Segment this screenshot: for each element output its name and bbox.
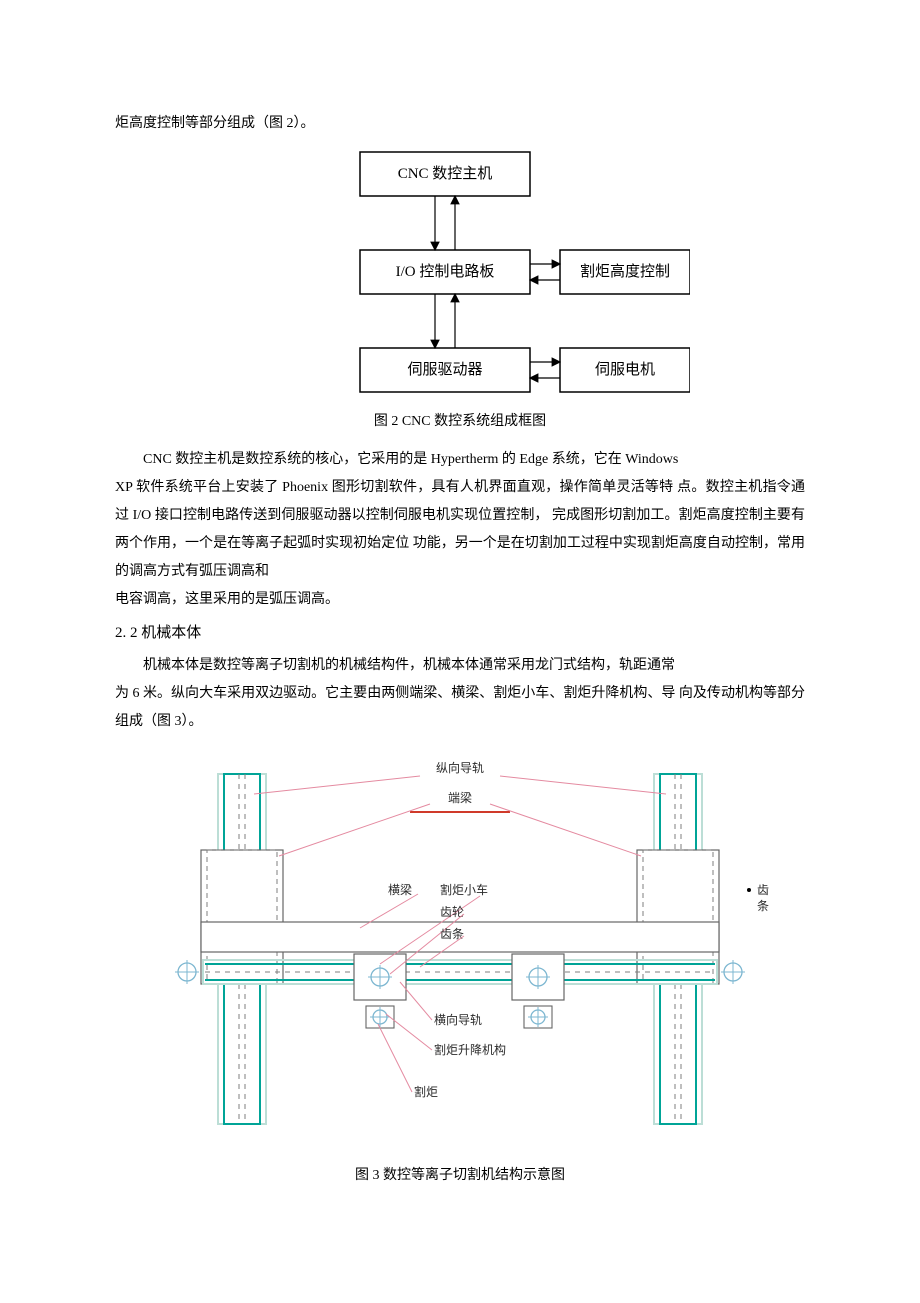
svg-text:割炬: 割炬 (414, 1084, 438, 1099)
figure-3-svg: 纵向导轨端梁横梁割炬小车齿轮齿条横向导轨割炬升降机构割炬齿条 (150, 754, 770, 1144)
svg-text:I/O 控制电路板: I/O 控制电路板 (396, 262, 495, 280)
figure-3-caption: 图 3 数控等离子切割机结构示意图 (115, 1162, 805, 1190)
svg-text:横向导轨: 横向导轨 (434, 1012, 482, 1027)
figure-3: 纵向导轨端梁横梁割炬小车齿轮齿条横向导轨割炬升降机构割炬齿条 (115, 754, 805, 1144)
heading-2-2: 2. 2 机械本体 (115, 618, 805, 648)
para-1: 炬高度控制等部分组成（图 2）。 (115, 110, 805, 138)
para-5: 机械本体是数控等离子切割机的机械结构件，机械本体通常采用龙门式结构，轨距通常 (115, 652, 805, 680)
svg-text:伺服电机: 伺服电机 (595, 361, 655, 378)
para-4: 电容调高，这里采用的是弧压调高。 (115, 586, 805, 614)
figure-2-caption: 图 2 CNC 数控系统组成框图 (115, 408, 805, 436)
para-2: CNC 数控主机是数控系统的核心，它采用的是 Hypertherm 的 Edge… (115, 446, 805, 474)
svg-text:割炬升降机构: 割炬升降机构 (434, 1042, 506, 1057)
svg-text:齿: 齿 (757, 883, 769, 897)
figure-2-svg: CNC 数控主机 I/O 控制电路板 割炬高度控制伺服驱动器 伺服电机 (230, 142, 690, 402)
svg-text:伺服驱动器: 伺服驱动器 (407, 361, 482, 378)
svg-text:CNC 数控主机: CNC 数控主机 (398, 165, 493, 182)
figure-2: CNC 数控主机 I/O 控制电路板 割炬高度控制伺服驱动器 伺服电机 (115, 142, 805, 402)
svg-text:条: 条 (757, 899, 769, 913)
para-3: XP 软件系统平台上安装了 Phoenix 图形切割软件，具有人机界面直观，操作… (115, 474, 805, 586)
svg-text:割炬小车: 割炬小车 (440, 882, 488, 897)
svg-text:割炬高度控制: 割炬高度控制 (580, 263, 670, 280)
svg-text:纵向导轨: 纵向导轨 (436, 760, 484, 775)
svg-text:端梁: 端梁 (448, 790, 472, 805)
para-6: 为 6 米。纵向大车采用双边驱动。它主要由两侧端梁、横梁、割炬小车、割炬升降机构… (115, 680, 805, 736)
svg-text:横梁: 横梁 (388, 882, 412, 897)
